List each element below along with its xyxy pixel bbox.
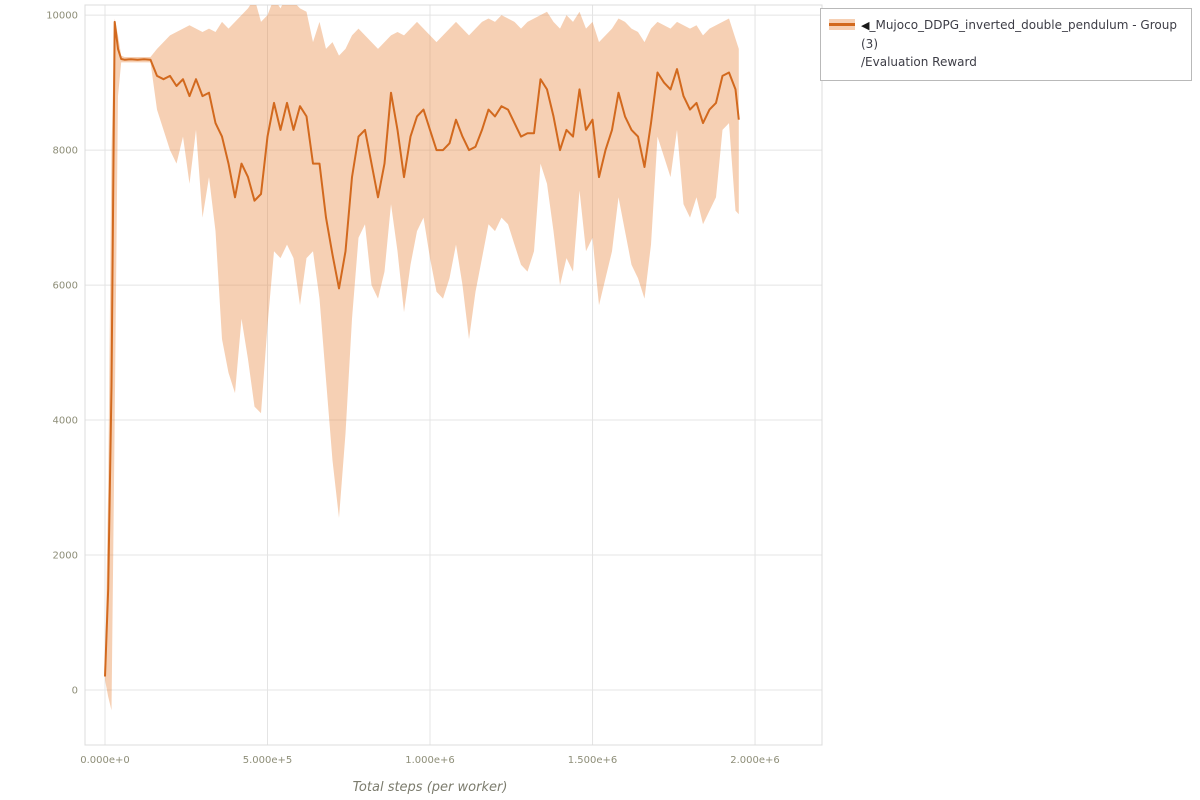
y-axis-tick-labels: 0 2000 4000 6000 8000 10000 <box>46 11 78 697</box>
legend-box: ◀_Mujoco_DDPG_inverted_double_pendulum -… <box>820 8 1192 81</box>
legend-item[interactable]: ◀_Mujoco_DDPG_inverted_double_pendulum -… <box>829 16 1181 72</box>
x-tick-label: 0.000e+0 <box>80 755 130 766</box>
y-tick-label: 0 <box>72 685 78 696</box>
confidence-band <box>105 5 739 711</box>
x-tick-label: 5.000e+5 <box>243 755 293 766</box>
y-tick-label: 8000 <box>53 146 78 157</box>
y-tick-label: 2000 <box>53 551 78 562</box>
x-tick-label: 1.000e+6 <box>405 755 455 766</box>
y-tick-label: 4000 <box>53 416 78 427</box>
y-tick-label: 10000 <box>46 11 78 22</box>
x-tick-label: 2.000e+6 <box>730 755 780 766</box>
x-tick-label: 1.500e+6 <box>568 755 618 766</box>
legend-series-swatch-icon <box>829 19 855 30</box>
x-axis-tick-labels: 0.000e+0 5.000e+5 1.000e+6 1.500e+6 2.000e+6 <box>80 755 780 766</box>
legend-series-line-icon <box>829 23 855 26</box>
plot-border <box>84 4 823 746</box>
legend-label-line1: _Mujoco_DDPG_inverted_double_pendulum - … <box>861 18 1177 51</box>
legend-label: ◀_Mujoco_DDPG_inverted_double_pendulum -… <box>861 16 1181 72</box>
x-axis-title: Total steps (per worker) <box>352 780 508 795</box>
legend-label-line2: /Evaluation Reward <box>861 55 977 70</box>
y-tick-label: 6000 <box>53 281 78 292</box>
collapse-arrow-icon: ◀ <box>861 19 870 32</box>
mean-line <box>104 20 740 677</box>
